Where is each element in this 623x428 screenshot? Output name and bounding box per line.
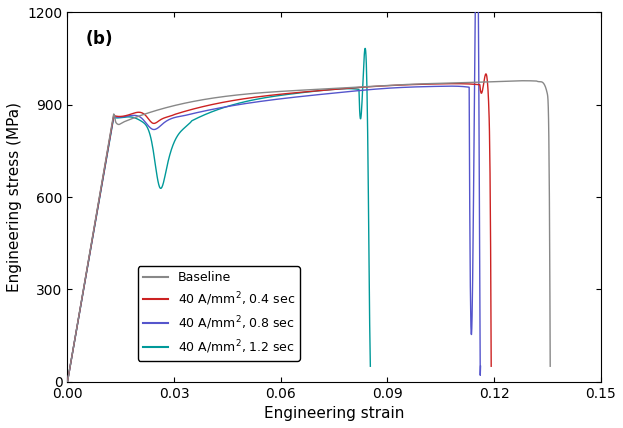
Y-axis label: Engineering stress (MPa): Engineering stress (MPa) [7,102,22,292]
X-axis label: Engineering strain: Engineering strain [264,406,404,421]
Text: $\mathbf{(b)}$: $\mathbf{(b)}$ [85,28,113,48]
Legend: Baseline, 40 A/mm$^2$, 0.4 sec, 40 A/mm$^2$, 0.8 sec, 40 A/mm$^2$, 1.2 sec: Baseline, 40 A/mm$^2$, 0.4 sec, 40 A/mm$… [138,266,300,361]
